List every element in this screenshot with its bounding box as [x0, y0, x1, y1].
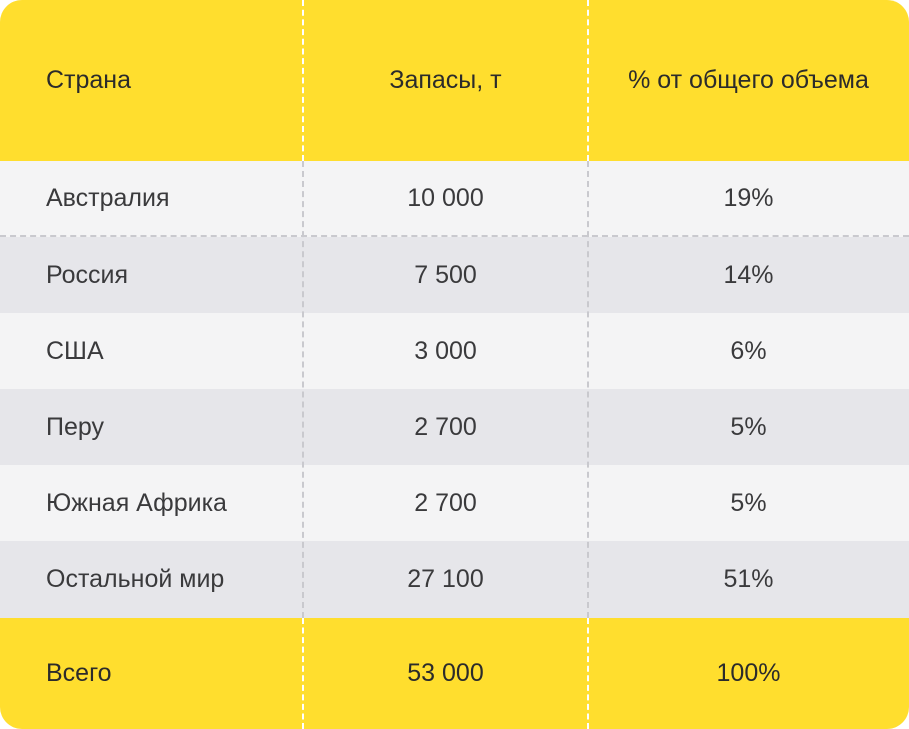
country-cell: Перу	[46, 412, 104, 441]
column-divider	[587, 161, 589, 618]
total-share: 100%	[716, 659, 781, 687]
column-divider	[587, 618, 589, 729]
table-row: США 3 000 6%	[0, 313, 909, 389]
reserves-cell: 2 700	[414, 488, 477, 517]
reserves-cell: 7 500	[414, 260, 477, 289]
country-cell: Южная Африка	[46, 488, 227, 517]
reserves-cell: 10 000	[407, 183, 484, 212]
table-row: Южная Африка 2 700 5%	[0, 465, 909, 541]
column-header-country: Страна	[46, 66, 132, 94]
share-cell: 51%	[723, 565, 774, 593]
share-cell: 5%	[730, 488, 767, 517]
country-cell: Остальной мир	[46, 565, 225, 593]
column-divider	[587, 0, 589, 161]
column-divider	[302, 161, 304, 618]
share-cell: 5%	[730, 412, 767, 441]
country-cell: Россия	[46, 260, 128, 289]
table-row: Австралия 10 000 19%	[0, 161, 909, 237]
reserves-cell: 3 000	[414, 336, 477, 365]
reserves-cell: 2 700	[414, 412, 477, 441]
table-row: Остальной мир 27 100 51%	[0, 541, 909, 618]
table-total-row: Всего 53 000 100%	[0, 618, 909, 729]
country-cell: Австралия	[46, 183, 170, 212]
table-header-row: Страна Запасы, т % от общего объема	[0, 0, 909, 161]
table-row: Россия 7 500 14%	[0, 237, 909, 313]
reserves-cell: 27 100	[407, 565, 484, 593]
total-reserves: 53 000	[407, 659, 484, 687]
column-header-reserves: Запасы, т	[389, 66, 502, 94]
country-cell: США	[46, 336, 104, 365]
share-cell: 6%	[730, 336, 767, 365]
share-cell: 14%	[723, 260, 774, 289]
column-divider	[302, 618, 304, 729]
total-label: Всего	[46, 659, 112, 687]
column-divider	[302, 0, 304, 161]
table-row: Перу 2 700 5%	[0, 389, 909, 465]
column-header-share: % от общего объема	[628, 66, 869, 94]
share-cell: 19%	[723, 183, 774, 212]
